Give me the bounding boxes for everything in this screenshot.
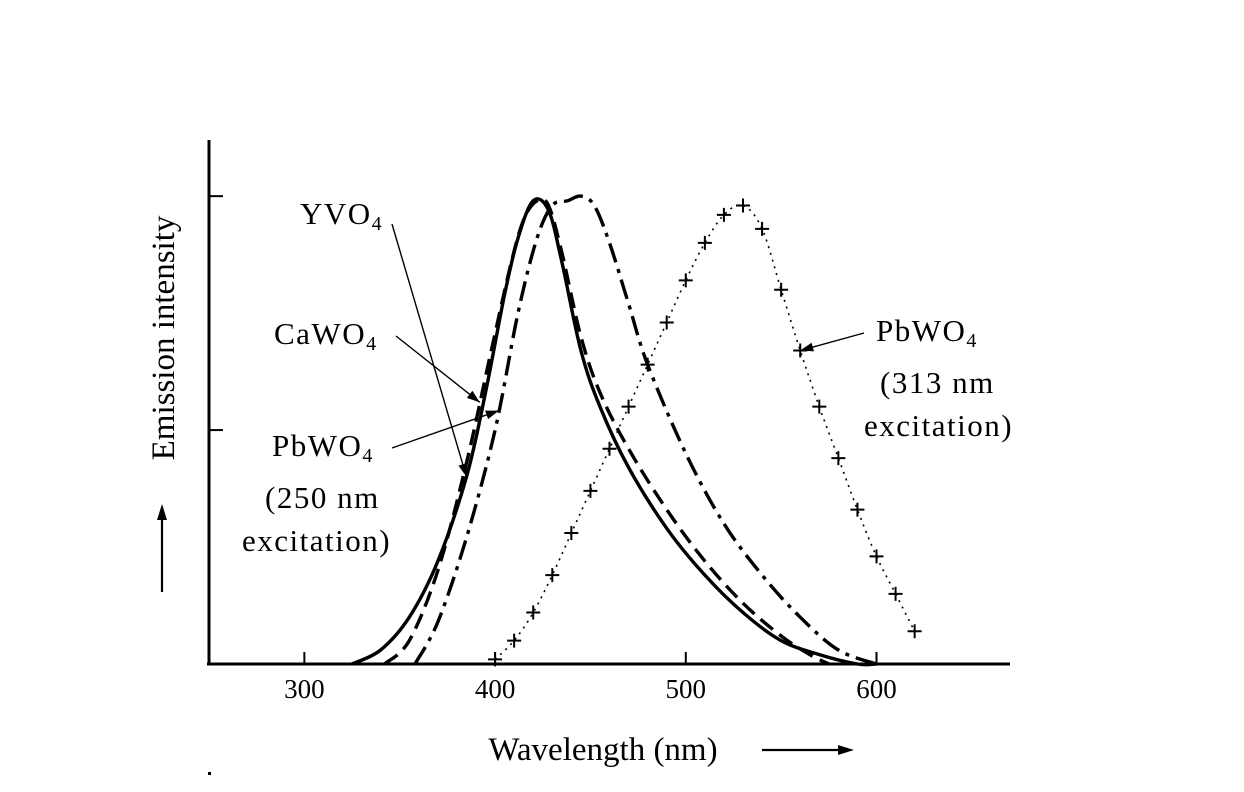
x-ticks: 300 400 500 600 (284, 652, 897, 704)
y-axis-title: Emission intensity (146, 215, 182, 460)
series-point-pbwo4-313nm-excitation-5 (583, 483, 598, 498)
annotation-pbwo4-313-label: PbWO4 (876, 313, 978, 352)
annotation-pbwo4-250-label: PbWO4 (272, 428, 374, 467)
series-point-pbwo4-313nm-excitation-10 (678, 273, 693, 288)
series-point-pbwo4-313nm-excitation-3 (545, 568, 560, 583)
series-point-pbwo4-313nm-excitation-21 (888, 586, 903, 601)
series-point-pbwo4-313nm-excitation-1 (507, 633, 522, 648)
annotation-pbwo4-250-arrow (391, 409, 500, 449)
series-point-pbwo4-313nm-excitation-14 (755, 221, 770, 236)
x-tick-label-400: 400 (475, 674, 516, 704)
annotation-pbwo4-313-line3: excitation) (864, 408, 1013, 443)
annotation-cawo4: CaWO4 (274, 316, 481, 403)
series-point-pbwo4-313nm-excitation-20 (869, 549, 884, 564)
annotation-arrowhead-yvo4 (458, 463, 468, 477)
series-line-pbwo4-250nm-excitation (413, 194, 878, 666)
series-point-pbwo4-313nm-excitation-0 (488, 652, 503, 667)
series-curves (351, 194, 878, 667)
annotation-pbwo4-250: PbWO4 (250 nm excitation) (242, 409, 500, 558)
annotation-cawo4-arrow (395, 335, 481, 403)
series-point-pbwo4-313nm-excitation-22 (907, 624, 922, 639)
series-point-pbwo4-313nm-excitation-9 (659, 315, 674, 330)
annotation-yvo4: YVO4 (300, 196, 468, 478)
series-point-pbwo4-313nm-excitation-2 (526, 605, 541, 620)
annotation-pbwo4-313-line2: (313 nm (880, 365, 995, 400)
annotation-arrowhead-cawo4 (466, 390, 480, 403)
y-ticks (209, 195, 223, 432)
series-point-pbwo4-313nm-excitation-6 (602, 441, 617, 456)
series-point-pbwo4-313nm-excitation-8 (640, 357, 655, 372)
annotation-yvo4-arrow (391, 223, 468, 478)
x-axis-title: Wavelength (nm) (488, 732, 717, 768)
series-point-pbwo4-313nm-excitation-18 (831, 451, 846, 466)
annotation-pbwo4-250-line2: (250 nm (265, 480, 380, 515)
series-point-pbwo4-313nm-excitation-19 (850, 502, 865, 517)
series-line-cawo4 (383, 197, 830, 666)
series-point-pbwo4-313nm-excitation-15 (774, 282, 789, 297)
annotation-yvo4-label: YVO4 (300, 196, 383, 235)
x-tick-label-600: 600 (856, 674, 897, 704)
x-tick-label-300: 300 (284, 674, 325, 704)
x-axis-arrow (762, 745, 854, 755)
series-markers (488, 198, 922, 667)
series-point-pbwo4-313nm-excitation-12 (716, 207, 731, 222)
annotation-arrowhead-pbwo4_250 (485, 410, 499, 420)
annotation-cawo4-label: CaWO4 (274, 316, 378, 355)
series-point-pbwo4-313nm-excitation-11 (697, 235, 712, 250)
speck (208, 772, 211, 775)
y-axis-arrow (157, 504, 167, 592)
annotation-pbwo4-250-line3: excitation) (242, 523, 391, 558)
x-tick-label-500: 500 (666, 674, 707, 704)
annotation-pbwo4-313: PbWO4 (313 nm excitation) (800, 313, 1013, 443)
series-line-pbwo4-313nm-excitation (494, 204, 916, 660)
annotation-arrowhead-pbwo4_313 (800, 342, 814, 352)
